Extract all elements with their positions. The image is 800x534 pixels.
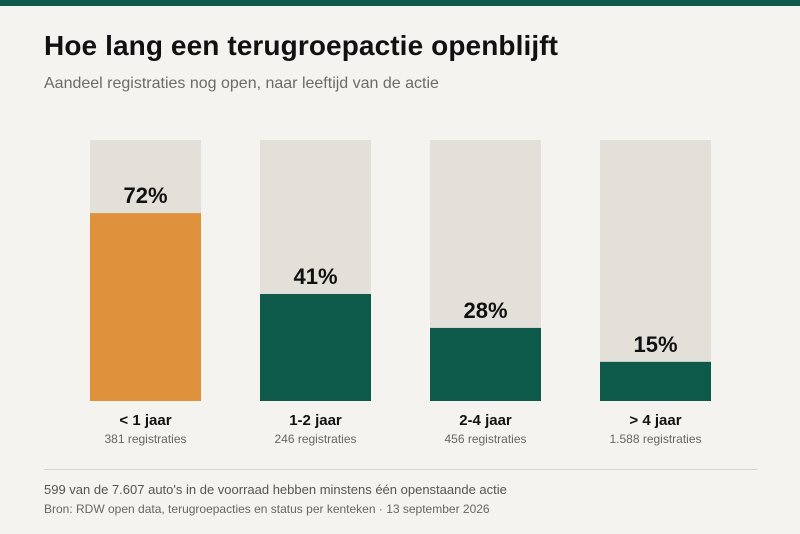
footer-divider <box>44 469 757 470</box>
count-label: 246 registraties <box>274 432 356 446</box>
category-label: > 4 jaar <box>629 412 681 429</box>
source-line: Bron: RDW open data, terugroepacties en … <box>44 502 490 516</box>
count-label: 1.588 registraties <box>609 432 701 446</box>
chart-subtitle: Aandeel registraties nog open, naar leef… <box>44 75 439 92</box>
chart-title: Hoe lang een terugroepactie openblijft <box>44 30 559 61</box>
bar <box>260 293 371 401</box>
category-label: < 1 jaar <box>119 412 171 429</box>
bar <box>90 213 201 401</box>
category-label: 1-2 jaar <box>289 412 342 429</box>
value-label: 15% <box>633 332 677 357</box>
value-label: 41% <box>293 264 337 289</box>
bar-track <box>600 140 711 401</box>
footer-note: 599 van de 7.607 auto's in de voorraad h… <box>44 482 507 497</box>
bar <box>430 327 541 401</box>
bar <box>600 361 711 401</box>
value-label: 28% <box>463 298 507 323</box>
value-label: 72% <box>123 183 167 208</box>
count-label: 456 registraties <box>444 432 526 446</box>
count-label: 381 registraties <box>104 432 186 446</box>
top-accent-bar <box>0 0 800 6</box>
category-label: 2-4 jaar <box>459 412 512 429</box>
